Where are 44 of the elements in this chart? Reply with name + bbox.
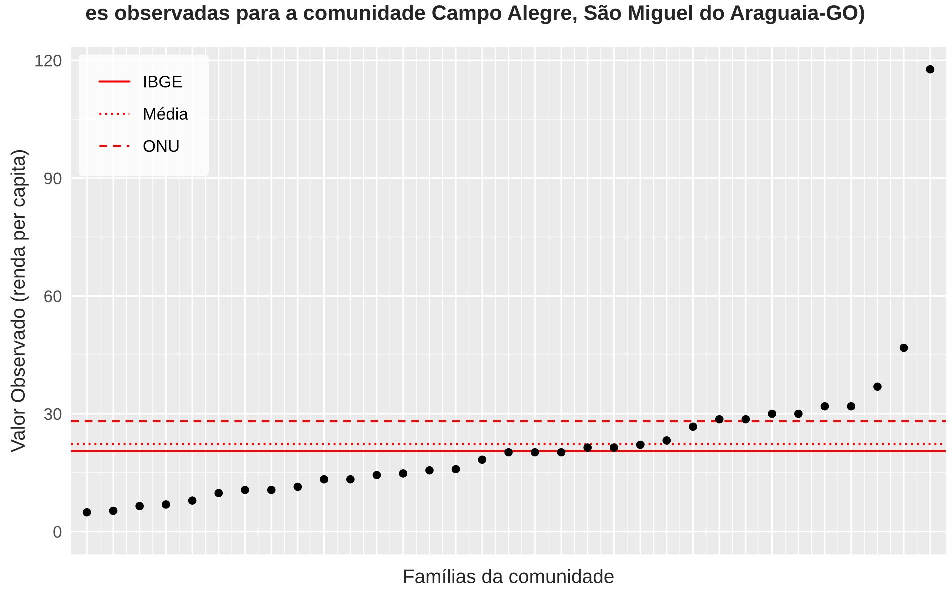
point (584, 444, 592, 452)
point (320, 475, 328, 484)
point (610, 444, 618, 452)
point (426, 466, 434, 475)
y-tick-label: 60 (44, 290, 62, 302)
point (214, 489, 224, 498)
point (294, 482, 302, 492)
point (136, 502, 144, 510)
point (768, 410, 776, 418)
legend-label: IBGE (144, 76, 182, 88)
y-axis-title: Valor Observado (renda per capita) (10, 150, 29, 452)
point (926, 65, 935, 74)
point (241, 486, 250, 494)
point (109, 506, 118, 516)
y-tick-label: 90 (44, 172, 62, 185)
point (715, 415, 724, 424)
legend-label: ONU (144, 140, 179, 152)
point (820, 402, 830, 411)
point (874, 382, 882, 392)
point (636, 440, 645, 450)
point (557, 448, 566, 457)
point (900, 344, 908, 352)
point (346, 475, 355, 484)
x-axis-title: Famílias da comunidade (404, 568, 614, 584)
point (742, 415, 750, 424)
y-tick-label: 30 (44, 408, 62, 420)
point (689, 422, 698, 432)
point (847, 402, 856, 411)
legend-label: Média (144, 108, 188, 120)
point (399, 470, 408, 478)
point (452, 465, 460, 474)
point (82, 508, 92, 517)
point (662, 436, 672, 445)
point (267, 486, 276, 494)
point (530, 448, 540, 457)
point (162, 500, 170, 509)
y-tick-label: 120 (36, 54, 62, 67)
point (504, 448, 513, 457)
chart-title: es observadas para a comunidade Campo Alegre, São Miguel do Araguaia-GO) (86, 4, 864, 25)
point (478, 456, 487, 464)
point (794, 410, 803, 418)
y-tick-label: 0 (54, 526, 62, 538)
point (372, 471, 382, 480)
point (188, 496, 197, 505)
